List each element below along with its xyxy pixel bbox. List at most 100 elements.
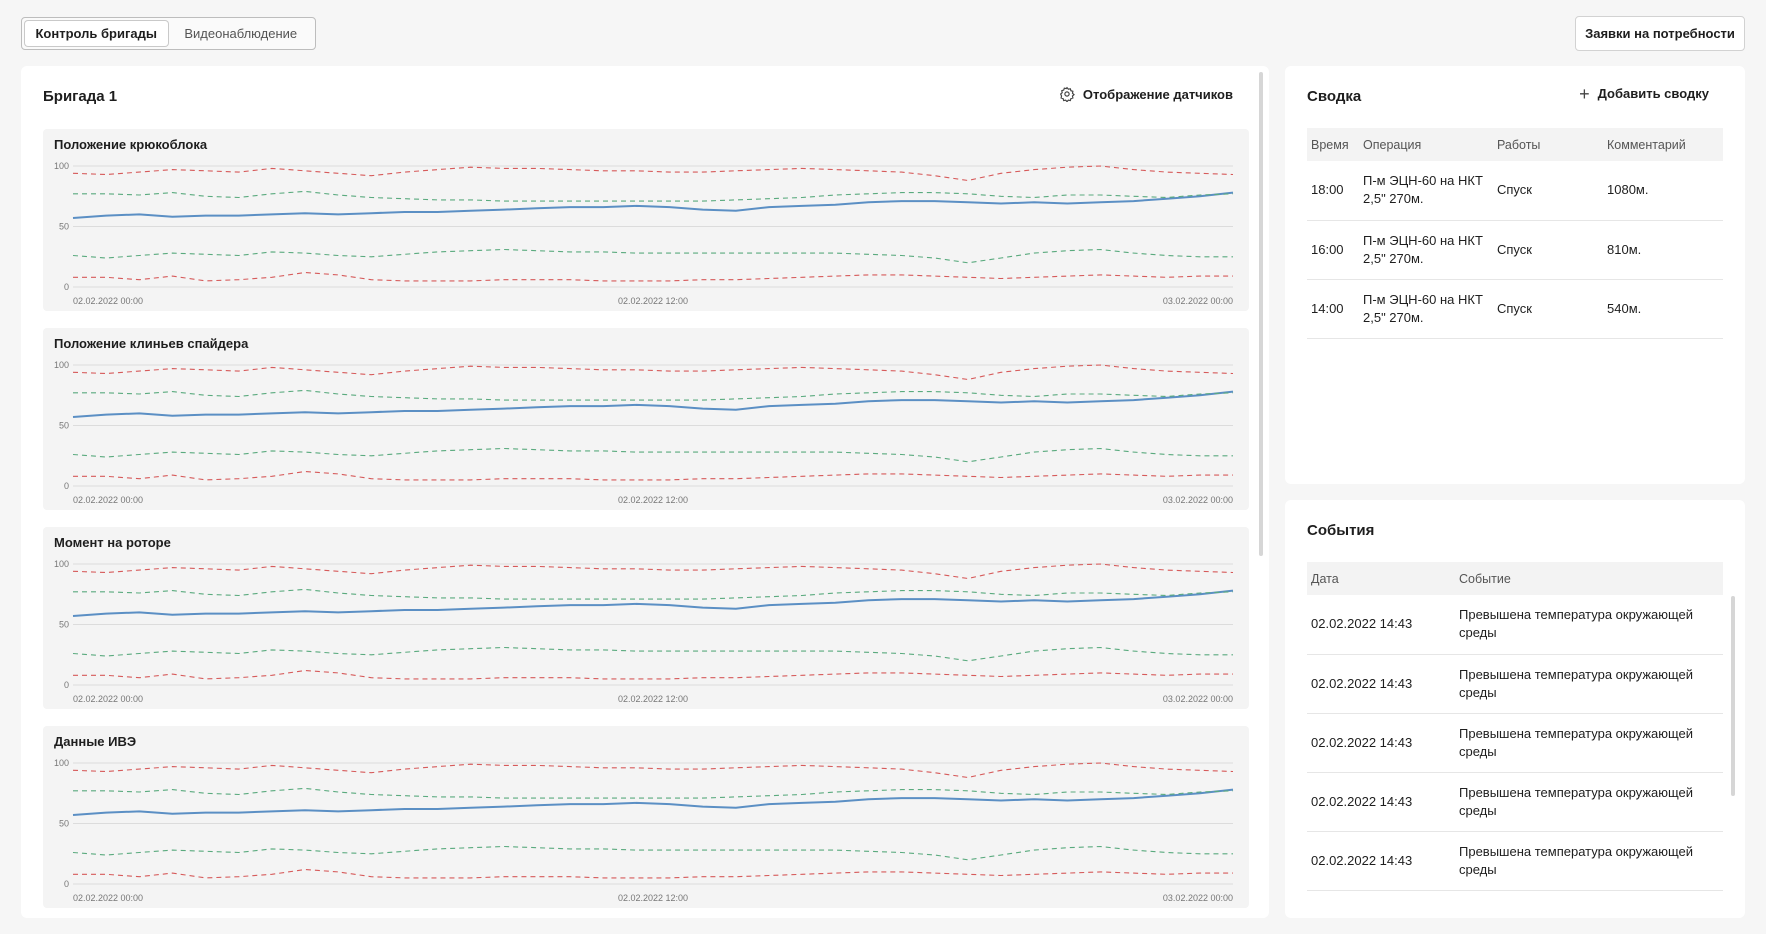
events-scrollbar[interactable]	[1731, 596, 1735, 796]
summary-operation: П-м ЭЦН-60 на НКТ 2,5" 270м.	[1359, 161, 1493, 221]
column-header: Операция	[1359, 128, 1493, 161]
x-tick-label: 03.02.2022 00:00	[1163, 694, 1233, 704]
series-line-main	[72, 390, 1234, 418]
y-tick-label: 100	[54, 360, 69, 370]
chart-card-hook-block: Положение крюкоблока 100 50 0 02.02.2022 00…	[43, 129, 1249, 311]
series-line-green	[72, 447, 1233, 463]
table-row[interactable]: 02.02.2022 14:43 Превышена температура о…	[1307, 654, 1723, 714]
chart-card-ive-data: Данные ИВЭ 100 50 0 02.02.2022 00:00 02.02.2…	[43, 726, 1249, 908]
summary-operation: П-м ЭЦН-60 на НКТ 2,5" 270м.	[1359, 279, 1493, 339]
summary-title: Сводка	[1307, 88, 1362, 105]
events-panel: События Дата Событие 02.02.2022 14:43 Пр…	[1285, 500, 1745, 918]
table-row[interactable]: 14:00 П-м ЭЦН-60 на НКТ 2,5" 270м. Спуск …	[1307, 279, 1723, 339]
x-tick-label: 02.02.2022 00:00	[73, 296, 143, 306]
series-line-red	[72, 165, 1234, 182]
event-text: Превышена температура окружающей среды	[1455, 713, 1723, 773]
x-tick-label: 02.02.2022 00:00	[73, 495, 143, 505]
table-row[interactable]: 18:00 П-м ЭЦН-60 на НКТ 2,5" 270м. Спуск …	[1307, 161, 1723, 221]
table-row[interactable]: 02.02.2022 14:43 Превышена температура о…	[1307, 713, 1723, 773]
column-header: Работы	[1493, 128, 1603, 161]
summary-time: 14:00	[1307, 279, 1359, 339]
plus-icon: +	[1579, 83, 1590, 104]
series-line-green	[72, 845, 1233, 861]
x-tick-label: 02.02.2022 12:00	[618, 495, 688, 505]
y-tick-label: 50	[59, 421, 69, 431]
series-line-green	[73, 190, 1234, 202]
table-row[interactable]: 02.02.2022 14:43 Превышена температура о…	[1307, 595, 1723, 655]
chart-card-spider-wedges: Положение клиньев спайдера 100 50 0 02.02.2…	[43, 328, 1249, 510]
summary-work: Спуск	[1493, 220, 1603, 280]
sensors-display-label: Отображение датчиков	[1082, 86, 1233, 102]
column-header: Событие	[1455, 562, 1723, 595]
column-header: Комментарий	[1603, 128, 1723, 161]
series-line-red	[73, 669, 1233, 680]
column-header: Время	[1307, 128, 1359, 161]
column-header: Дата	[1307, 562, 1455, 595]
event-date: 02.02.2022 14:43	[1307, 772, 1455, 832]
summary-comment: 810м.	[1603, 220, 1723, 280]
y-tick-label: 0	[64, 282, 69, 292]
series-line-red	[72, 563, 1234, 580]
series-line-green	[73, 787, 1234, 799]
summary-work: Спуск	[1493, 279, 1603, 339]
view-switcher: Контроль бригады Видеонаблюдение	[21, 17, 316, 50]
series-line-green	[72, 646, 1233, 662]
x-tick-label: 02.02.2022 12:00	[618, 296, 688, 306]
series-line-main	[72, 589, 1234, 617]
y-tick-label: 50	[59, 819, 69, 829]
chart-title: Данные ИВЭ	[54, 734, 137, 749]
x-tick-label: 02.02.2022 12:00	[618, 893, 688, 903]
x-tick-label: 03.02.2022 00:00	[1163, 296, 1233, 306]
table-header-row: Время Операция Работы Комментарий	[1307, 128, 1723, 161]
summary-panel: Сводка + Добавить сводку Время Операция …	[1285, 66, 1745, 484]
series-line-red	[73, 868, 1233, 879]
gear-icon	[1059, 86, 1075, 102]
event-text: Превышена температура окружающей среды	[1455, 772, 1723, 832]
y-tick-label: 0	[64, 879, 69, 889]
event-date: 02.02.2022 14:43	[1307, 831, 1455, 891]
y-tick-label: 0	[64, 680, 69, 690]
chart-title: Положение крюкоблока	[54, 137, 208, 152]
sensors-display-button[interactable]: Отображение датчиков	[1059, 86, 1233, 102]
series-line-green	[73, 588, 1234, 600]
series-line-red	[73, 271, 1233, 282]
summary-time: 16:00	[1307, 220, 1359, 280]
summary-table: Время Операция Работы Комментарий 18:00 …	[1307, 128, 1723, 339]
add-summary-button[interactable]: + Добавить сводку	[1579, 83, 1709, 104]
event-date: 02.02.2022 14:43	[1307, 595, 1455, 655]
table-row[interactable]: 16:00 П-м ЭЦН-60 на НКТ 2,5" 270м. Спуск …	[1307, 220, 1723, 280]
y-tick-label: 50	[59, 222, 69, 232]
series-line-main	[72, 788, 1234, 816]
chart-title: Положение клиньев спайдера	[54, 336, 249, 351]
event-date: 02.02.2022 14:43	[1307, 713, 1455, 773]
charts-scrollbar[interactable]	[1259, 72, 1263, 556]
table-row[interactable]: 02.02.2022 14:43 Превышена температура о…	[1307, 772, 1723, 832]
chart-card-rotor-torque: Момент на роторе 100 50 0 02.02.2022 00:00 0…	[43, 527, 1249, 709]
brigade-panel: Бригада 1 Отображение датчиков Положение…	[21, 66, 1269, 918]
y-tick-label: 100	[54, 758, 69, 768]
summary-operation: П-м ЭЦН-60 на НКТ 2,5" 270м.	[1359, 220, 1493, 280]
tab-video-surveillance[interactable]: Видеонаблюдение	[170, 21, 313, 46]
event-text: Превышена температура окружающей среды	[1455, 831, 1723, 891]
add-summary-label: Добавить сводку	[1597, 86, 1709, 101]
event-date: 02.02.2022 14:43	[1307, 654, 1455, 714]
y-tick-label: 100	[54, 161, 69, 171]
requests-button[interactable]: Заявки на потребности	[1575, 16, 1745, 51]
tab-brigade-control[interactable]: Контроль бригады	[25, 21, 168, 46]
chart-rotor-torque: 100 50 0 02.02.2022 00:00 02.02.2022 12:00 03…	[54, 559, 1234, 704]
x-tick-label: 02.02.2022 00:00	[73, 893, 143, 903]
summary-time: 18:00	[1307, 161, 1359, 221]
chart-spider-wedges: 100 50 0 02.02.2022 00:00 02.02.2022 12:00 03…	[54, 360, 1234, 505]
summary-comment: 540м.	[1603, 279, 1723, 339]
y-tick-label: 50	[59, 620, 69, 630]
series-line-red	[73, 470, 1233, 481]
chart-hook-block: 100 50 0 02.02.2022 00:00 02.02.2022 12:00 03…	[54, 161, 1234, 306]
table-header-row: Дата Событие	[1307, 562, 1723, 595]
table-row[interactable]: 02.02.2022 14:43 Превышена температура о…	[1307, 831, 1723, 891]
chart-ive-data: 100 50 0 02.02.2022 00:00 02.02.2022 12:00 03…	[54, 758, 1234, 903]
events-table: Дата Событие 02.02.2022 14:43 Превышена …	[1307, 562, 1723, 891]
x-tick-label: 02.02.2022 00:00	[73, 694, 143, 704]
series-line-main	[72, 191, 1234, 219]
chart-title: Момент на роторе	[54, 535, 171, 550]
x-tick-label: 02.02.2022 12:00	[618, 694, 688, 704]
